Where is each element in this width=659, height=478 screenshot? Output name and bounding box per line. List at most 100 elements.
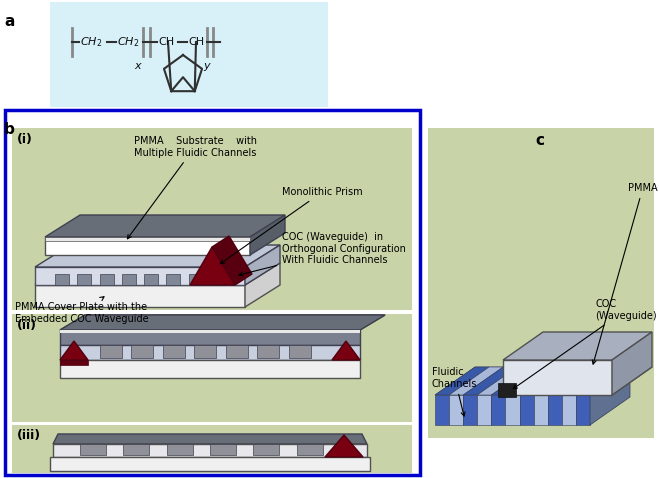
Polygon shape [492, 395, 505, 425]
Polygon shape [53, 444, 367, 457]
Polygon shape [612, 332, 652, 395]
Polygon shape [122, 274, 136, 285]
Polygon shape [77, 274, 92, 285]
Polygon shape [226, 345, 248, 358]
Polygon shape [519, 367, 573, 395]
Polygon shape [435, 395, 449, 425]
Polygon shape [477, 395, 492, 425]
Text: CH: CH [188, 37, 204, 47]
Polygon shape [163, 345, 185, 358]
Polygon shape [503, 360, 612, 395]
Polygon shape [548, 395, 562, 425]
Text: Monolithic Prism: Monolithic Prism [220, 187, 362, 264]
Polygon shape [100, 345, 122, 358]
Polygon shape [590, 367, 630, 425]
Text: COC (Waveguide)  in
Orthogonal Configuration
With Fluidic Channels: COC (Waveguide) in Orthogonal Configurat… [239, 232, 406, 276]
Polygon shape [477, 367, 531, 395]
Polygon shape [100, 274, 113, 285]
Text: y: y [204, 61, 210, 71]
Polygon shape [60, 315, 385, 330]
Polygon shape [35, 245, 280, 267]
Polygon shape [257, 345, 279, 358]
Polygon shape [505, 367, 559, 395]
Polygon shape [60, 330, 360, 345]
Polygon shape [534, 367, 588, 395]
Polygon shape [45, 215, 285, 237]
Bar [50, 2, 328, 107]
Text: x: x [134, 61, 141, 71]
Bar [498, 383, 516, 397]
Bar [12, 128, 412, 310]
Polygon shape [503, 332, 652, 360]
Polygon shape [289, 345, 310, 358]
Polygon shape [463, 395, 477, 425]
Polygon shape [435, 367, 630, 395]
Polygon shape [562, 367, 616, 395]
Text: $CH_2$: $CH_2$ [80, 35, 102, 49]
Text: $CH_2$: $CH_2$ [117, 35, 139, 49]
Polygon shape [45, 237, 250, 241]
Polygon shape [449, 395, 463, 425]
Polygon shape [35, 267, 245, 285]
Polygon shape [325, 435, 363, 457]
Bar [5, 110, 420, 475]
Text: (i): (i) [17, 133, 33, 146]
Polygon shape [60, 330, 360, 333]
Polygon shape [35, 285, 245, 307]
Polygon shape [245, 245, 280, 285]
Polygon shape [576, 395, 590, 425]
Bar [428, 128, 654, 438]
Text: PMMA: PMMA [592, 183, 658, 364]
Polygon shape [562, 395, 576, 425]
Polygon shape [123, 444, 150, 455]
Polygon shape [35, 263, 280, 285]
Polygon shape [211, 274, 225, 285]
Text: b: b [4, 122, 15, 137]
Text: a: a [4, 14, 14, 29]
Bar [12, 425, 412, 473]
Text: c: c [536, 133, 544, 148]
Text: CH: CH [158, 37, 174, 47]
Polygon shape [190, 247, 235, 285]
Polygon shape [250, 215, 285, 255]
Polygon shape [60, 315, 385, 330]
Polygon shape [167, 444, 192, 455]
Polygon shape [332, 341, 360, 360]
Polygon shape [194, 345, 216, 358]
Polygon shape [505, 395, 519, 425]
Polygon shape [297, 444, 323, 455]
Polygon shape [534, 395, 548, 425]
Polygon shape [60, 360, 360, 378]
Text: PMMA    Substrate    with
Multiple Fluidic Channels: PMMA Substrate with Multiple Fluidic Cha… [127, 136, 256, 239]
Text: PMMA Cover Plate with the
Embedded COC Waveguide: PMMA Cover Plate with the Embedded COC W… [15, 297, 149, 324]
Polygon shape [519, 395, 534, 425]
Text: (iii): (iii) [17, 429, 41, 442]
Polygon shape [210, 444, 236, 455]
Polygon shape [576, 367, 630, 395]
Polygon shape [492, 367, 546, 395]
Polygon shape [60, 345, 360, 360]
Polygon shape [60, 360, 88, 365]
Polygon shape [45, 237, 250, 255]
Polygon shape [131, 345, 154, 358]
Polygon shape [435, 367, 489, 395]
Text: (ii): (ii) [17, 319, 37, 332]
Text: Fluidic
Channels: Fluidic Channels [432, 367, 477, 416]
Polygon shape [50, 457, 370, 471]
Polygon shape [80, 444, 106, 455]
Polygon shape [245, 263, 280, 307]
Polygon shape [449, 367, 503, 395]
Polygon shape [463, 367, 517, 395]
Polygon shape [53, 434, 367, 444]
Polygon shape [144, 274, 158, 285]
Text: COC
(Waveguide): COC (Waveguide) [513, 299, 656, 389]
Polygon shape [167, 274, 181, 285]
Polygon shape [60, 341, 88, 360]
Polygon shape [253, 444, 279, 455]
Polygon shape [548, 367, 602, 395]
Polygon shape [55, 274, 69, 285]
Polygon shape [188, 274, 203, 285]
Polygon shape [212, 236, 252, 285]
Bar [12, 314, 412, 422]
Polygon shape [503, 367, 652, 395]
